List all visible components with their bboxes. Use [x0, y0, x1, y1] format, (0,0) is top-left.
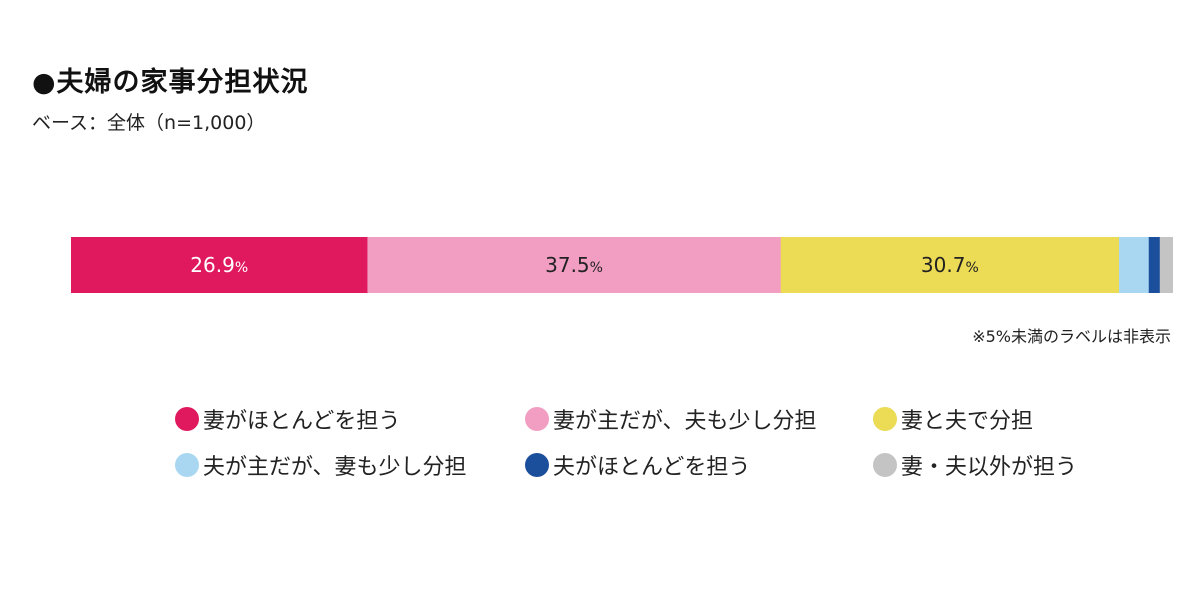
legend-item: 妻が主だが、夫も少し分担: [525, 403, 873, 435]
legend: 妻がほとんどを担う 妻が主だが、夫も少し分担 妻と夫で分担 夫が主だが、妻も少し…: [175, 396, 1135, 488]
legend-label: 夫が主だが、妻も少し分担: [203, 455, 467, 480]
legend-swatch-icon: [175, 453, 199, 477]
legend-label: 妻がほとんどを担う: [203, 409, 401, 434]
bar-segment-1: [71, 237, 368, 293]
legend-swatch-icon: [525, 453, 549, 477]
data-label-3: 30.7%: [921, 253, 979, 277]
legend-row: 夫が主だが、妻も少し分担 夫がほとんどを担う 妻・夫以外が担う: [175, 442, 1135, 488]
bar-segment-4: [1119, 237, 1150, 293]
bar-segment-3: [780, 237, 1120, 293]
legend-item: 妻・夫以外が担う: [873, 449, 1077, 481]
footnote: ※5%未満のラベルは非表示: [972, 327, 1171, 346]
legend-label: 妻と夫で分担: [901, 409, 1034, 434]
legend-item: 妻と夫で分担: [873, 403, 1033, 435]
legend-label: 夫がほとんどを担う: [553, 455, 751, 480]
legend-label: 妻が主だが、夫も少し分担: [553, 409, 817, 434]
bar-segment-2: [367, 237, 782, 293]
legend-swatch-icon: [873, 453, 897, 477]
legend-item: 夫が主だが、妻も少し分担: [175, 449, 525, 481]
bar-segment-5: [1148, 237, 1161, 293]
legend-swatch-icon: [873, 407, 897, 431]
chart-subtitle: ベース：全体（n=1,000）: [32, 112, 266, 134]
legend-row: 妻がほとんどを担う 妻が主だが、夫も少し分担 妻と夫で分担: [175, 396, 1135, 442]
legend-swatch-icon: [175, 407, 199, 431]
legend-item: 夫がほとんどを担う: [525, 449, 873, 481]
legend-label: 妻・夫以外が担う: [901, 455, 1078, 480]
stacked-bar: 26.9% 37.5% 30.7%: [71, 237, 1173, 293]
legend-swatch-icon: [525, 407, 549, 431]
stacked-bar-svg: 26.9% 37.5% 30.7%: [71, 237, 1173, 293]
data-label-2: 37.5%: [545, 253, 603, 277]
legend-item: 妻がほとんどを担う: [175, 403, 525, 435]
bar-segment-6: [1159, 237, 1173, 293]
data-label-1: 26.9%: [190, 253, 248, 277]
chart-title: ●夫婦の家事分担状況: [32, 67, 309, 98]
